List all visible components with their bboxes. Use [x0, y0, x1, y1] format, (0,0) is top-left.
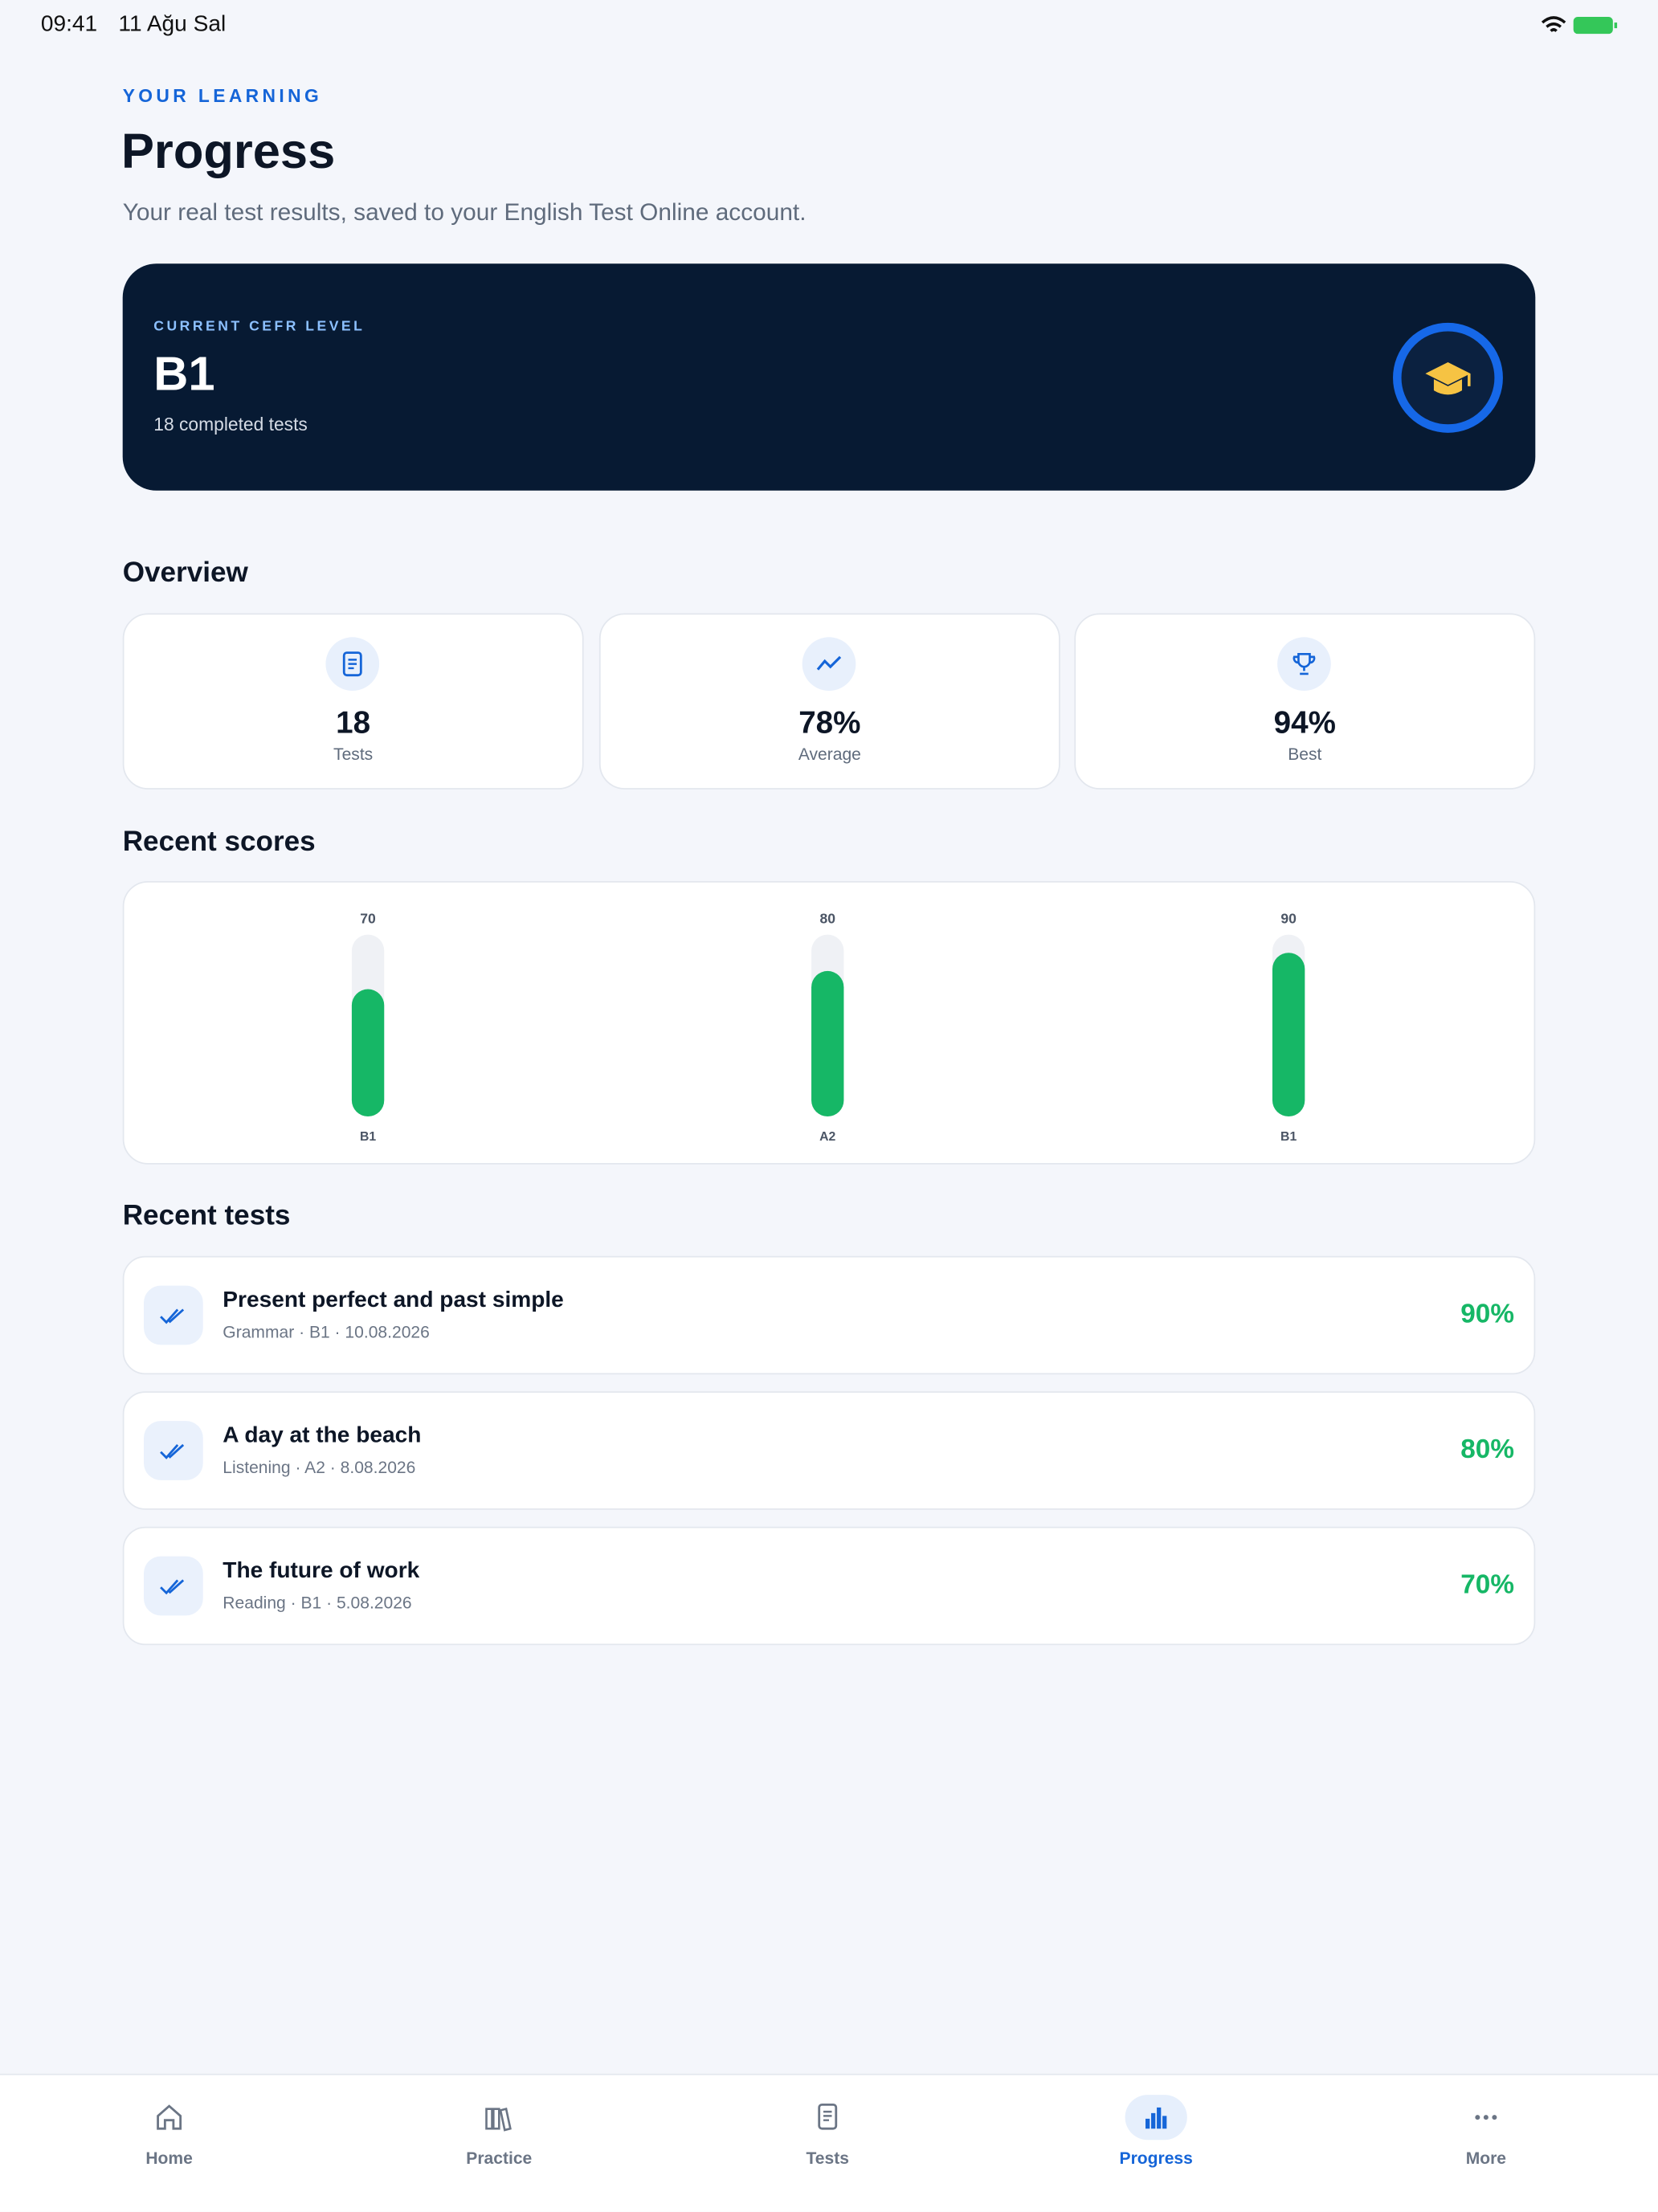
stat-icon	[802, 637, 856, 691]
status-date: 11 Ağu Sal	[118, 12, 227, 37]
value-label: 70	[360, 911, 376, 927]
stat-icon	[1277, 637, 1331, 691]
stat-label: Best	[1288, 744, 1322, 765]
tab-icon	[797, 2095, 859, 2140]
chart: 70 B1 80 A2 90 B1	[351, 911, 1305, 1144]
icon	[160, 1579, 185, 1595]
tab-icon	[1125, 2095, 1187, 2141]
x-tick-label: B1	[360, 1130, 376, 1144]
eyebrow: YOUR LEARNING	[122, 85, 323, 107]
tab-label: Home	[145, 2148, 193, 2169]
subtitle: Your real test results, saved to your En…	[122, 198, 807, 226]
test-title: A day at the beach	[223, 1423, 422, 1448]
stat-value: 94%	[1273, 704, 1336, 741]
value-label: 80	[819, 911, 835, 927]
value-label: 90	[1280, 911, 1297, 927]
section-title: Recent scores	[122, 826, 316, 858]
level-badge	[1393, 322, 1503, 433]
test-meta: Grammar · B1 · 10.08.2026	[223, 1322, 430, 1342]
test-row[interactable]	[122, 1255, 1536, 1375]
tab-label: Progress	[1119, 2148, 1193, 2169]
section-title: Recent tests	[122, 1200, 291, 1232]
icon	[1475, 2115, 1497, 2120]
x-tick-label: B1	[1280, 1130, 1297, 1144]
tab-item[interactable]: Home	[84, 2092, 254, 2177]
page-title: Progress	[120, 124, 336, 179]
level-card	[122, 263, 1536, 491]
icon	[816, 655, 842, 671]
stat-icon	[325, 637, 380, 691]
stat-label: Tests	[333, 744, 374, 765]
test-icon	[144, 1421, 203, 1480]
test-score: 80%	[1460, 1435, 1514, 1465]
level-detail: 18 completed tests	[153, 414, 308, 435]
test-icon	[144, 1285, 203, 1345]
icon	[160, 1443, 185, 1459]
tab-bar	[0, 2073, 1658, 2212]
x-tick-label: A2	[819, 1130, 835, 1144]
tab-icon	[138, 2095, 200, 2140]
tab-label: Tests	[806, 2148, 849, 2169]
section-title: Overview	[122, 557, 248, 589]
tab-item[interactable]: Tests	[743, 2092, 913, 2177]
tab-icon	[468, 2095, 530, 2140]
icon	[485, 2108, 512, 2132]
level-label: CURRENT CEFR LEVEL	[153, 319, 365, 335]
icon	[157, 2104, 182, 2130]
test-meta: Listening · A2 · 8.08.2026	[223, 1457, 416, 1478]
status-icons	[1541, 16, 1618, 35]
stat-value: 78%	[798, 704, 861, 741]
icon	[160, 1308, 185, 1324]
stat-value: 18	[336, 704, 371, 741]
icon	[342, 651, 362, 677]
tab-icon	[1455, 2095, 1517, 2140]
bar	[351, 989, 385, 1117]
test-title: The future of work	[223, 1559, 420, 1583]
test-title: Present perfect and past simple	[223, 1288, 564, 1312]
test-score: 90%	[1460, 1300, 1514, 1330]
bar	[1272, 953, 1305, 1117]
test-icon	[144, 1556, 203, 1616]
icon	[818, 2103, 838, 2130]
level-value: B1	[153, 347, 215, 402]
stat-label: Average	[798, 744, 861, 765]
tab-label: Practice	[466, 2148, 533, 2169]
bar	[811, 970, 844, 1117]
test-row[interactable]	[122, 1391, 1536, 1510]
tab-item[interactable]: More	[1402, 2092, 1571, 2177]
icon	[1293, 653, 1316, 675]
tab-label: More	[1465, 2148, 1507, 2169]
icon	[1145, 2107, 1167, 2129]
test-meta: Reading · B1 · 5.08.2026	[223, 1593, 412, 1613]
tab-item[interactable]: Progress	[1072, 2092, 1241, 2177]
status-time: 09:41	[40, 12, 98, 37]
tab-item[interactable]: Practice	[414, 2092, 584, 2177]
test-score: 70%	[1460, 1570, 1514, 1601]
test-row[interactable]	[122, 1526, 1536, 1646]
